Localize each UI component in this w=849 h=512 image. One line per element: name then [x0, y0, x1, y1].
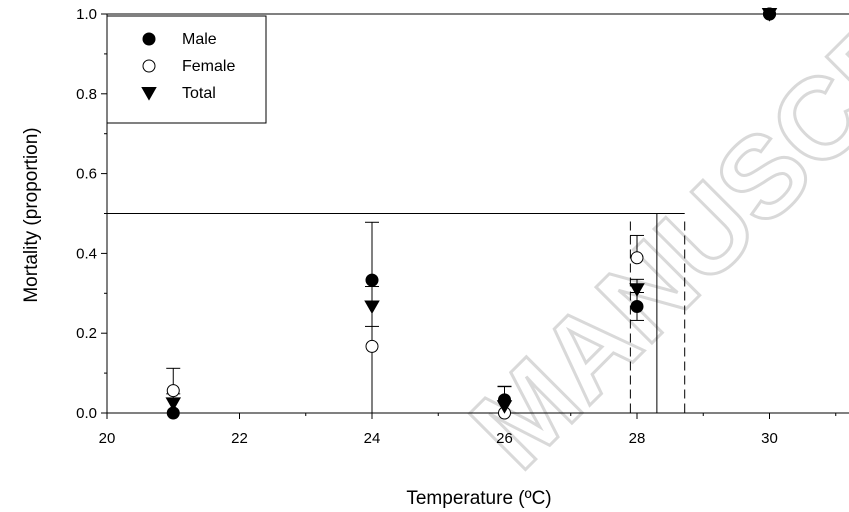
x-tick-label: 20	[99, 430, 116, 447]
legend-box	[106, 15, 267, 124]
data-point-female	[365, 339, 379, 353]
data-points	[165, 7, 778, 420]
legend-marker-male	[142, 32, 156, 46]
reference-lines	[107, 13, 849, 413]
y-tick-label: 0.6	[76, 166, 97, 183]
x-tick-label: 28	[629, 430, 646, 447]
axes: 20 22 24 26 28 30 0.0 0.2 0.4 0.6 0.8 1.0	[76, 6, 849, 447]
y-axis-label: Mortality (proportion)	[21, 127, 42, 302]
legend-marker-female	[142, 59, 156, 73]
y-tick-label: 0.8	[76, 86, 97, 103]
data-point-male	[630, 299, 644, 313]
y-tick-label: 1.0	[76, 6, 97, 23]
data-point-male	[365, 273, 379, 287]
data-point-female	[630, 251, 644, 265]
x-tick-label: 26	[496, 430, 513, 447]
y-tick-label: 0.2	[76, 325, 97, 342]
y-tick-label: 0.4	[76, 245, 97, 262]
legend-label-female: Female	[182, 58, 235, 75]
legend-label-male: Male	[182, 31, 217, 48]
legend-label-total: Total	[182, 85, 216, 102]
x-axis-label: Temperature (ºC)	[406, 488, 551, 509]
data-point-male	[763, 7, 776, 21]
data-point-total	[629, 283, 645, 297]
legend-marker-total	[141, 86, 157, 101]
data-point-female	[166, 384, 180, 398]
data-point-total	[165, 397, 182, 411]
x-tick-label: 24	[364, 430, 381, 447]
data-point-total	[364, 300, 380, 315]
legend: Male Female Total	[106, 15, 267, 124]
data-point-male	[498, 393, 511, 407]
x-tick-label: 30	[761, 430, 778, 447]
y-tick-label: 0.0	[76, 405, 97, 422]
data-point-male	[166, 406, 180, 420]
x-tick-label: 22	[231, 430, 248, 447]
